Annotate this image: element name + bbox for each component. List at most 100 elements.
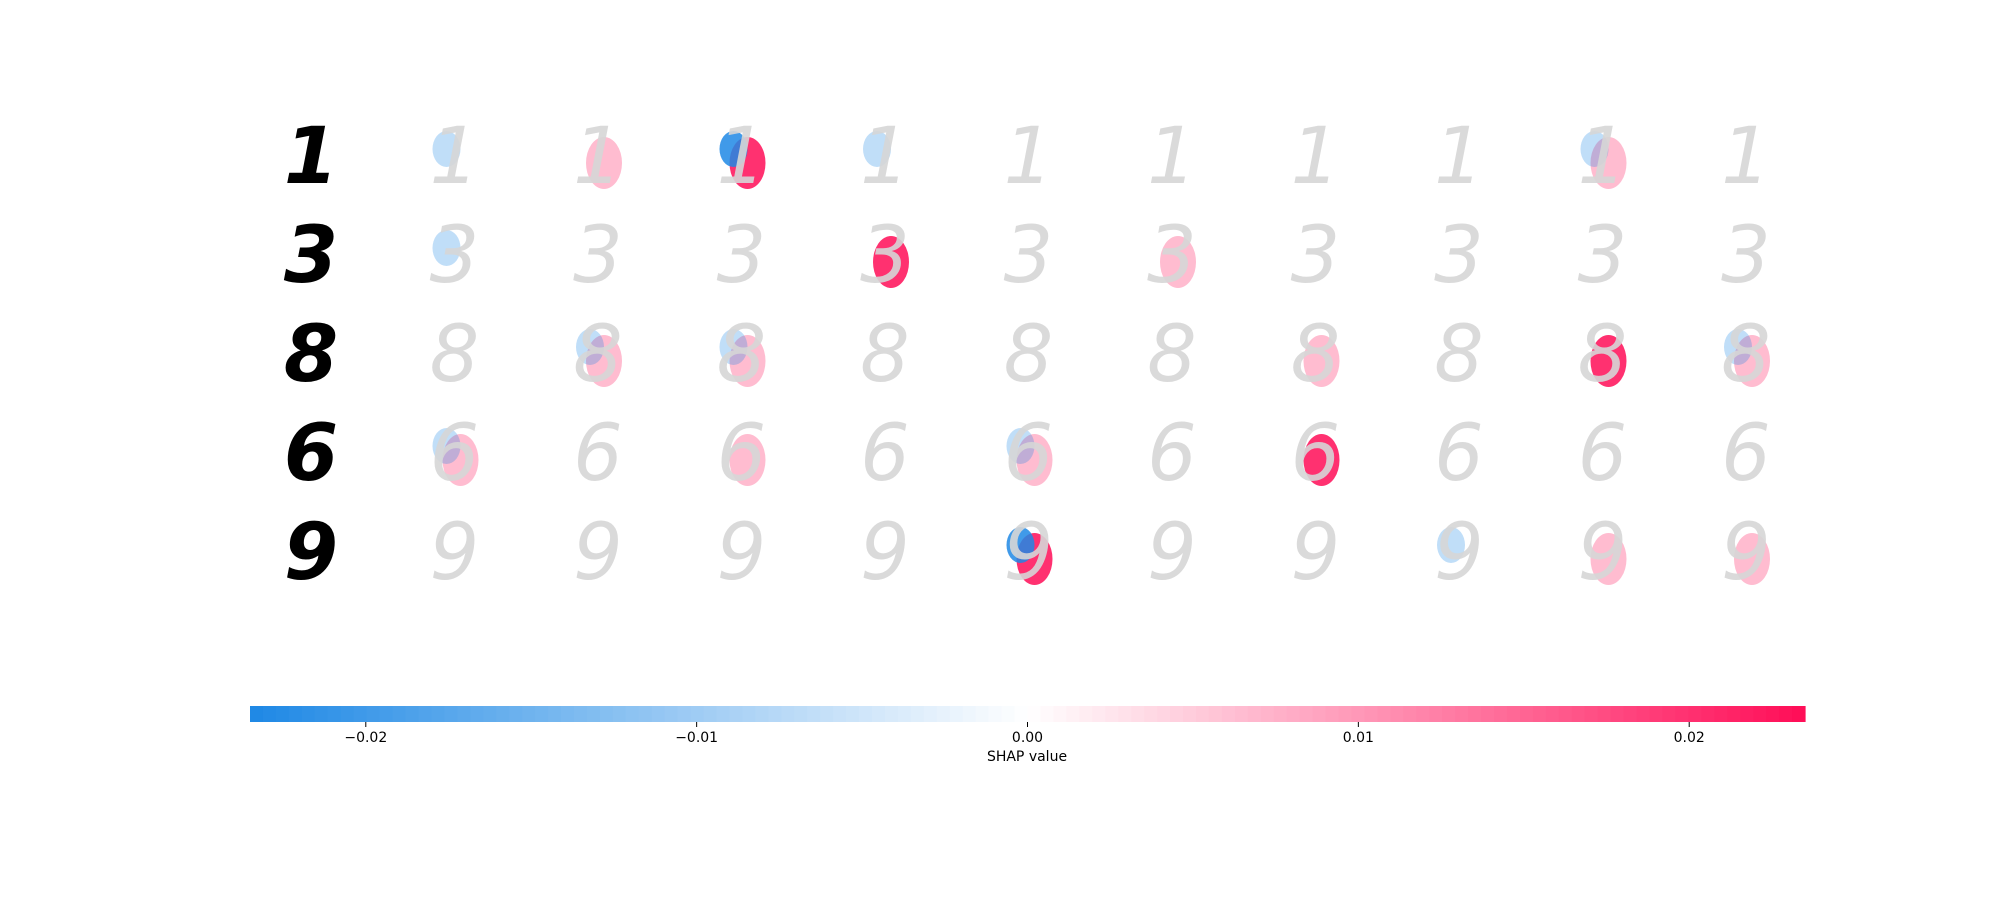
colorbar-segment [366,706,381,722]
colorbar-segment [1662,706,1677,722]
shap-highlight-blob [1724,329,1752,365]
colorbar-segment [1040,706,1055,722]
colorbar-segment [1066,706,1080,722]
colorbar-segment [301,706,316,722]
shap-explanation-image: 9 [860,508,910,598]
shap-explanation-image: 8 [1147,310,1197,400]
colorbar-segment [444,706,458,722]
faded-digit-glyph: 9 [573,508,623,598]
colorbar-segment [975,706,990,722]
shap-highlight-blob [442,434,479,486]
shap-explanation-image: 9 [1721,508,1771,598]
shap-highlight-blob [1160,236,1196,288]
colorbar-segment [1260,706,1275,722]
faded-digit-glyph: 8 [860,310,910,400]
shap-explanation-image: 6 [717,409,767,499]
faded-digit-glyph: 3 [717,211,767,301]
shap-highlight-blob [1303,335,1340,387]
colorbar-segment [936,706,951,722]
colorbar-tick-label: 0.00 [1012,730,1043,746]
colorbar-segment [677,706,692,722]
colorbar-segment [509,706,523,722]
colorbar-segment [1338,706,1353,722]
colorbar-segment [1649,706,1664,722]
colorbar-segment [470,706,484,722]
faded-digit-glyph: 8 [1291,310,1341,400]
colorbar: −0.02 −0.01 0.00 0.01 0.02 [250,706,1806,746]
colorbar-segment [457,706,471,722]
shap-highlight-blob [863,131,891,167]
shap-explanation-image: 6 [1721,409,1771,499]
faded-digit-glyph: 8 [430,310,480,400]
colorbar-segment [755,706,769,722]
faded-digit-glyph: 1 [1578,112,1628,202]
colorbar-segment [949,706,964,722]
shap-explanation-image: 8 [1004,310,1054,400]
colorbar-segment [1299,706,1314,722]
shap-explanation-image: 1 [860,112,910,202]
colorbar-segment [288,706,303,722]
colorbar-segment [962,706,977,722]
colorbar-segment [651,706,666,722]
faded-digit-glyph: 8 [1578,310,1628,400]
shap-highlight-blob [719,329,748,365]
colorbar-segment [548,706,562,722]
faded-digit-glyph: 3 [1291,211,1341,301]
faded-digit-glyph: 3 [430,211,480,301]
colorbar-segment [586,706,601,722]
faded-digit-glyph: 6 [1434,409,1484,499]
colorbar-segment [1092,706,1106,722]
colorbar-segment [1753,706,1767,722]
colorbar-segment [1144,706,1158,722]
colorbar-segment [1468,706,1482,722]
colorbar-segment [872,706,886,722]
shap-highlight-blob [873,236,909,288]
input-digit-glyph: 9 [284,508,338,598]
colorbar-segment [1001,706,1016,722]
shap-explanation-image: 1 [717,112,767,202]
colorbar-segment [1079,706,1093,722]
faded-digit-glyph: 1 [430,112,480,202]
faded-digit-glyph: 1 [1147,112,1197,202]
colorbar-segment [1118,706,1132,722]
shap-explanation-image: 6 [1004,409,1054,499]
colorbar-segment [573,706,588,722]
colorbar-segment [1131,706,1145,722]
shap-explanation-image: 3 [1291,211,1341,301]
faded-digit-glyph: 3 [1721,211,1771,301]
shap-explanation-image: 9 [430,508,480,598]
shap-explanation-image: 9 [1578,508,1628,598]
shap-explanation-image: 6 [1291,409,1341,499]
shap-explanation-image: 3 [1578,211,1628,301]
faded-digit-glyph: 9 [1004,508,1054,598]
colorbar-segment [1455,706,1469,722]
shap-explanation-image: 8 [573,310,623,400]
colorbar-segment [781,706,795,722]
colorbar-segment [405,706,420,722]
faded-digit-glyph: 3 [860,211,910,301]
colorbar-segment [1312,706,1327,722]
faded-digit-glyph: 9 [1147,508,1197,598]
shap-highlight-blob [1303,434,1340,486]
faded-digit-glyph: 1 [1004,112,1054,202]
shap-explanation-image: 8 [717,310,767,400]
input-digit-image: 9 [284,508,338,598]
colorbar-segment [1390,706,1404,722]
shap-highlight-blob [432,428,461,464]
shap-highlight-blob [1590,335,1627,387]
colorbar-segment [1714,706,1728,722]
colorbar-segment [1208,706,1223,722]
shap-highlight-blob [1590,533,1627,585]
faded-digit-glyph: 1 [860,112,910,202]
shap-highlight-blob [1590,137,1627,189]
shap-explanation-image: 3 [1147,211,1197,301]
shap-highlight-blob [719,131,748,167]
input-digit-glyph: 8 [284,310,338,400]
shap-highlight-blob [432,230,461,266]
shap-explanation-image: 3 [1721,211,1771,301]
shap-explanation-image: 9 [717,508,767,598]
shap-explanation-image: 8 [430,310,480,400]
shap-explanation-image: 3 [1434,211,1484,301]
colorbar-segment [1027,706,1042,722]
shap-explanation-image: 6 [430,409,480,499]
